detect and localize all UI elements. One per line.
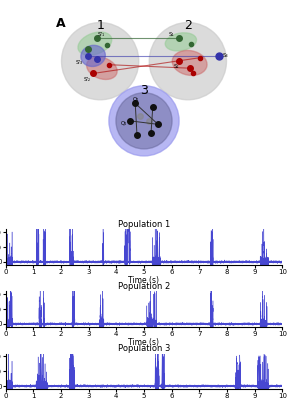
Text: Q₁: Q₁ [133, 97, 139, 101]
Circle shape [109, 86, 179, 156]
Ellipse shape [78, 32, 112, 55]
Text: S'₂: S'₂ [83, 77, 90, 82]
Title: Population 2: Population 2 [118, 282, 170, 291]
Title: Population 1: Population 1 [118, 220, 170, 229]
Text: A: A [56, 17, 66, 30]
X-axis label: Time (s): Time (s) [128, 338, 160, 348]
Text: 3: 3 [140, 84, 148, 97]
Text: S₃: S₃ [223, 53, 229, 59]
Text: 1: 1 [96, 19, 104, 32]
Text: S₂: S₂ [173, 64, 179, 69]
Title: Population 3: Population 3 [118, 344, 170, 353]
Text: S'₃: S'₃ [75, 60, 83, 65]
Text: Q₂: Q₂ [121, 120, 127, 125]
Text: S₁: S₁ [168, 32, 174, 36]
Ellipse shape [172, 51, 207, 75]
Text: S'₁: S'₁ [98, 32, 105, 37]
Text: 2: 2 [184, 19, 192, 32]
Circle shape [149, 22, 226, 100]
Ellipse shape [87, 57, 117, 79]
Ellipse shape [165, 33, 196, 51]
Circle shape [62, 22, 139, 100]
X-axis label: Time (s): Time (s) [128, 276, 160, 286]
Ellipse shape [81, 45, 105, 67]
Circle shape [116, 93, 172, 149]
